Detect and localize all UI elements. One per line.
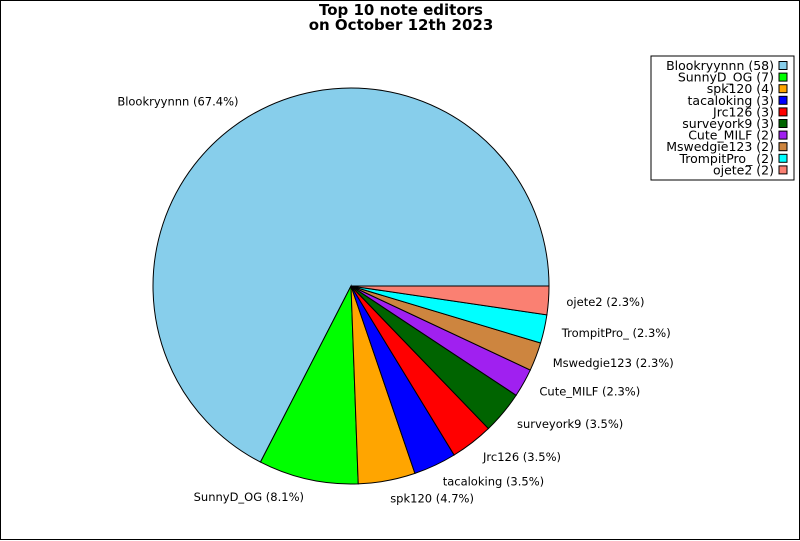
pie-label-ojete2: ojete2 (2.3%) — [566, 295, 644, 309]
pie-label-blookryynnn: Blookryynnn (67.4%) — [117, 95, 238, 109]
chart-title: Top 10 note editors on October 12th 2023 — [1, 3, 800, 33]
legend-swatch-blookryynnn — [778, 61, 788, 70]
chart-title-line2: on October 12th 2023 — [308, 16, 494, 34]
legend-label-mswedgie123: Mswedgie123 (2) — [666, 139, 774, 154]
pie-slice-sunnyd-og — [259, 284, 359, 485]
legend-swatch-spk120 — [778, 84, 788, 94]
legend-swatch-mswedgie123 — [778, 142, 788, 152]
legend-swatch-ojete2 — [778, 165, 788, 175]
legend-label-tacaloking: tacaloking (3) — [688, 93, 774, 108]
pie-label-spk120: spk120 (4.7%) — [390, 491, 474, 505]
legend-swatch-surveyork9 — [778, 119, 788, 128]
legend-label-sunnyd-og: SunnyD_OG (7) — [678, 70, 774, 85]
legend-label-blookryynnn: Blookryynnn (58) — [666, 58, 774, 73]
legend-box — [650, 55, 795, 181]
pie-slice-ojete2 — [350, 285, 550, 316]
pie-label-surveyork9: surveyork9 (3.5%) — [517, 417, 623, 431]
legend-swatch-jrc126 — [778, 107, 788, 117]
pie-label-jrc126: Jrc126 (3.5%) — [482, 450, 561, 464]
legend-swatch-trompitpro- — [778, 153, 788, 163]
legend-label-jrc126: Jrc126 (3) — [712, 104, 774, 119]
legend-label-ojete2: ojete2 (2) — [713, 162, 774, 177]
pie-label-cute-milf: Cute_MILF (2.3%) — [539, 385, 640, 399]
pie-labels: Blookryynnn (67.4%) SunnyD_OG (8.1%) spk12… — [117, 95, 673, 506]
legend: Blookryynnn (58)SunnyD_OG (7)spk120 (4)t… — [650, 55, 795, 181]
legend-swatch-sunnyd-og — [778, 72, 788, 82]
chart-title-line1: Top 10 note editors — [318, 1, 483, 19]
legend-label-trompitpro-: TrompitPro_ (2) — [678, 151, 774, 166]
pie-label-mswedgie123: Mswedgie123 (2.3%) — [553, 356, 674, 370]
pie-label-tacaloking: tacaloking (3.5%) — [443, 475, 544, 489]
pie-label-trompitpro-: TrompitPro_ (2.3%) — [561, 326, 671, 340]
pie-label-sunnyd-og: SunnyD_OG (8.1%) — [194, 490, 304, 504]
legend-swatch-cute-milf — [778, 130, 788, 140]
legend-label-spk120: spk120 (4) — [707, 81, 774, 96]
pie-slices — [152, 87, 550, 485]
pie-slice-blookryynnn — [152, 87, 550, 463]
legend-label-surveyork9: surveyork9 (3) — [682, 116, 774, 131]
legend-label-cute-milf: Cute_MILF (2) — [688, 128, 774, 143]
legend-swatch-tacaloking — [778, 95, 788, 105]
